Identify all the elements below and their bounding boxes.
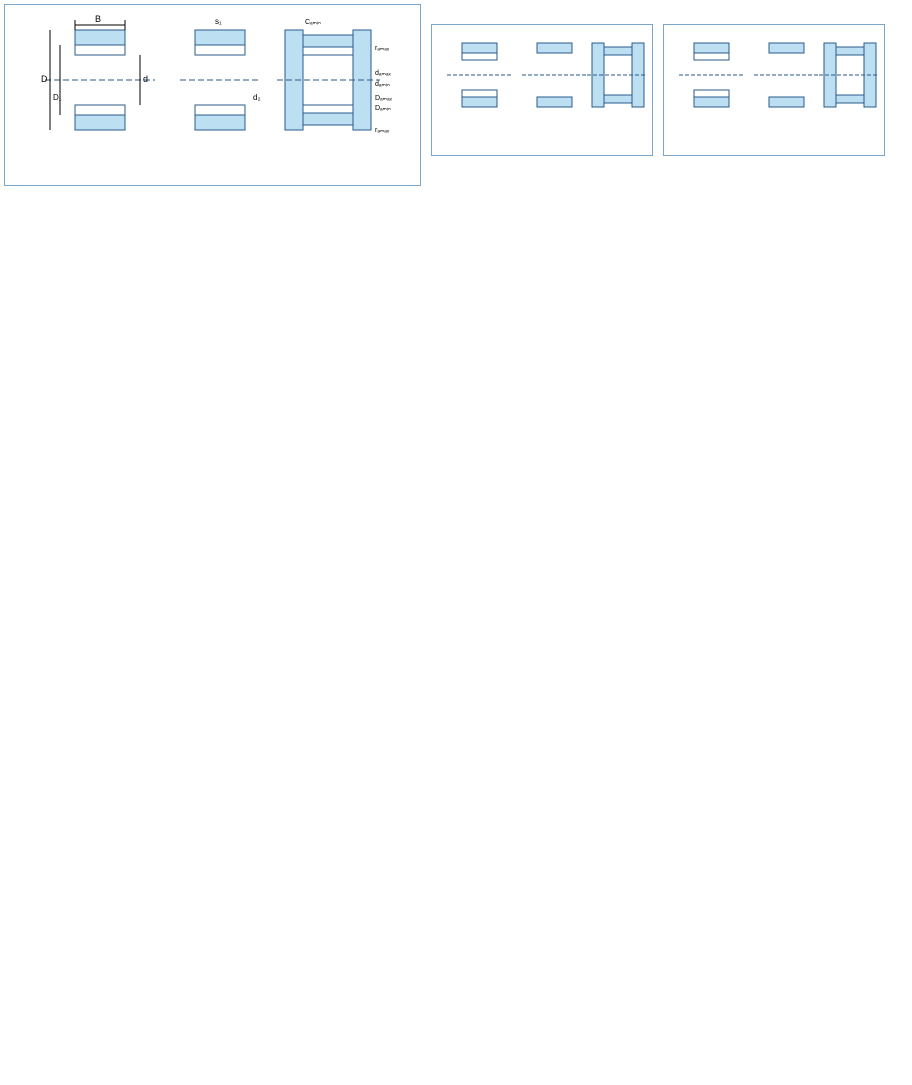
svg-text:dₐₘᵢₙ: dₐₘᵢₙ — [375, 81, 390, 88]
svg-text:Dₐₘᵢₙ: Dₐₘᵢₙ — [375, 105, 391, 112]
svg-text:dₐₘₐₓ: dₐₘₐₓ — [375, 70, 391, 77]
diagram-row: B D D₁ d s₁ d₂ C — [4, 4, 908, 186]
svg-text:D₁: D₁ — [53, 93, 62, 102]
diagram-withdrawal-svg — [664, 25, 884, 145]
diagram-adapter-sleeve — [431, 24, 653, 156]
svg-text:s₁: s₁ — [215, 17, 222, 26]
diagram-adapter-svg — [432, 25, 652, 145]
svg-text:D: D — [41, 74, 48, 84]
svg-text:rₐₘₐₓ: rₐₘₐₓ — [375, 45, 390, 52]
svg-text:B: B — [95, 14, 101, 24]
svg-text:rₐₘₐₓ: rₐₘₐₓ — [375, 127, 390, 134]
diagram-main: B D D₁ d s₁ d₂ C — [4, 4, 421, 186]
svg-text:d: d — [143, 74, 148, 84]
svg-text:d₂: d₂ — [253, 93, 261, 102]
bearing-diagram-main-svg: B D D₁ d s₁ d₂ C — [5, 5, 420, 185]
diagram-withdrawal-sleeve — [663, 24, 885, 156]
svg-text:Dₐₘₐₓ: Dₐₘₐₓ — [375, 95, 393, 102]
svg-text:Cₐₘᵢₙ: Cₐₘᵢₙ — [305, 19, 321, 26]
